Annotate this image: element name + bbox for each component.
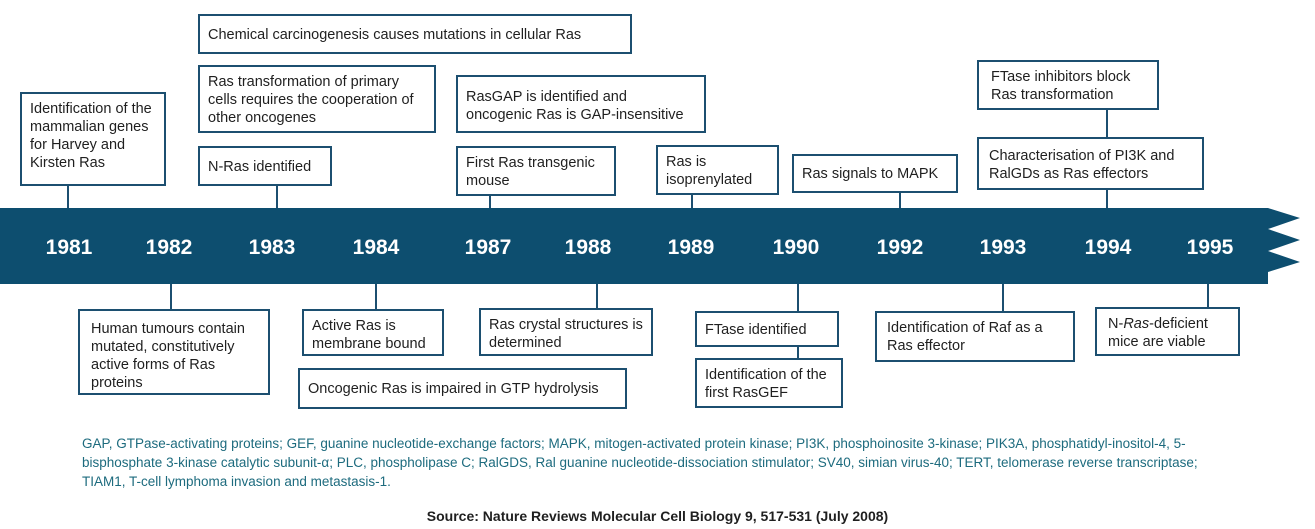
abbreviations-footnote: GAP, GTPase-activating proteins; GEF, gu… [82, 436, 1198, 489]
event-box-1990-ftase: FTase identified [695, 311, 839, 347]
event-box-1994-ftase: FTase inhibitors block Ras transformatio… [977, 60, 1159, 110]
year-label: 1988 [564, 236, 612, 259]
year-label: 1990 [772, 236, 820, 259]
source-citation: Source: Nature Reviews Molecular Cell Bi… [426, 508, 889, 524]
year-label: 1989 [667, 236, 715, 259]
event-box-1987-rasgap: RasGAP is identified and oncogenic Ras i… [456, 75, 706, 133]
event-box-1990-rasgef: Identification of the first RasGEF [695, 358, 843, 408]
event-box-1993: Identification of Raf as a Ras effector [875, 311, 1075, 362]
year-label: 1981 [45, 236, 93, 259]
year-label: 1987 [464, 236, 512, 259]
event-text-suffix: -deficient mice are viable [1108, 316, 1208, 350]
event-text-prefix: N- [1108, 316, 1124, 332]
event-box-1987-transgenic: First Ras transgenic mouse [456, 146, 616, 196]
event-box-1995: N-Ras-deficient mice are viable [1095, 307, 1240, 356]
connector-lines [67, 110, 1209, 358]
year-label: 1993 [979, 236, 1027, 259]
year-label: 1983 [248, 236, 296, 259]
event-box-1988: Ras crystal structures is determined [479, 308, 653, 356]
year-label: 1995 [1186, 236, 1234, 259]
event-box-1984-membrane: Active Ras is membrane bound [302, 309, 444, 356]
event-box-1989: Ras is isoprenylated [656, 145, 779, 195]
event-box-1983-cooperation: Ras transformation of primary cells requ… [198, 65, 436, 133]
year-label: 1982 [145, 236, 193, 259]
event-box-1992: Ras signals to MAPK [792, 154, 958, 193]
event-box-1983-nras: N-Ras identified [198, 146, 332, 186]
event-box-1984-gtp: Oncogenic Ras is impaired in GTP hydroly… [298, 368, 627, 409]
event-box-1981: Identification of the mammalian genes fo… [20, 92, 166, 186]
year-label: 1984 [352, 236, 400, 259]
year-label: 1992 [876, 236, 924, 259]
timeline-band [0, 208, 1300, 284]
event-box-1982: Human tumours contain mutated, constitut… [78, 309, 270, 395]
event-box-1994-pi3k: Characterisation of PI3K and RalGDs as R… [977, 137, 1204, 190]
year-label: 1994 [1084, 236, 1132, 259]
event-box-1983-carcinogenesis: Chemical carcinogenesis causes mutations… [198, 14, 632, 54]
event-text-italic: Ras [1123, 316, 1150, 332]
